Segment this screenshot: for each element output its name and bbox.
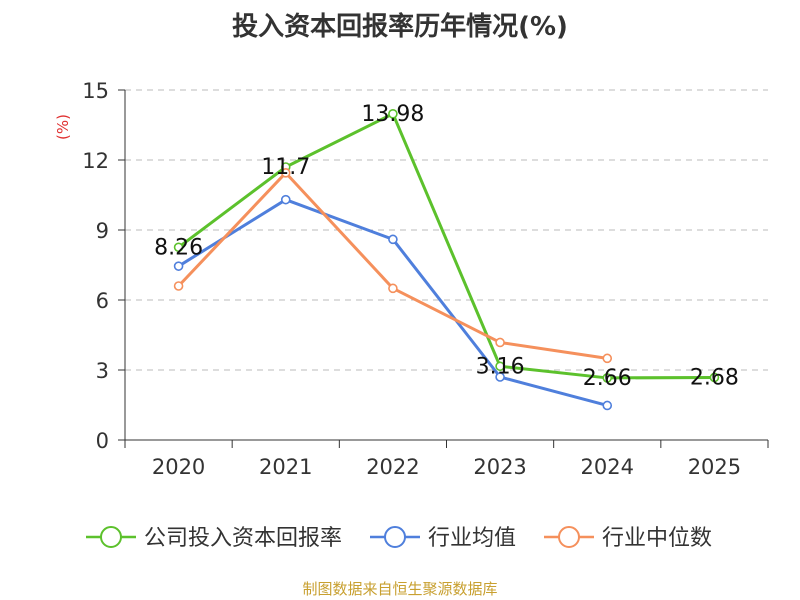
data-point: [388, 234, 398, 245]
data-label: 2.66: [583, 366, 632, 391]
axes: 0 3 6 9 12 15 2020 2021 2022 2023 2024 2025 (%): [54, 79, 769, 479]
x-tick-label: 2025: [688, 455, 741, 479]
chart-title: 投入资本回报率历年情况(%): [232, 12, 568, 42]
y-tick-label: 15: [82, 79, 109, 103]
data-point: [280, 194, 291, 205]
y-tick-label: 6: [96, 289, 109, 313]
data-point: [602, 353, 613, 364]
y-tick-label: 12: [82, 149, 109, 173]
data-point: [388, 109, 398, 119]
data-point: [280, 168, 291, 178]
data-point: [709, 372, 720, 383]
y-axis-label: (%): [54, 114, 72, 140]
legend-label: 行业中位数: [602, 526, 712, 551]
series-lines: [173, 109, 720, 411]
source-footer: 制图数据来自恒生聚源数据库: [302, 580, 498, 598]
legend-item-1[interactable]: 行业均值: [370, 526, 516, 551]
data-point: [602, 400, 613, 411]
legend-marker: [558, 526, 580, 548]
x-tick-label: 2020: [152, 455, 205, 479]
data-labels: 8.26 11.7 13.98 3.16 2.66 2.68: [154, 102, 739, 391]
legend-item-0[interactable]: 公司投入资本回报率: [86, 526, 342, 551]
data-point: [495, 361, 505, 372]
data-label: 2.68: [690, 365, 739, 390]
data-point: [388, 283, 398, 294]
series-line-1: [177, 198, 608, 407]
y-tick-label: 0: [96, 429, 109, 453]
data-label: 11.7: [261, 155, 310, 180]
x-tick-label: 2021: [259, 455, 312, 479]
legend-label: 公司投入资本回报率: [144, 526, 342, 551]
legend-label: 行业均值: [428, 526, 516, 551]
data-point: [495, 372, 505, 382]
data-label: 3.16: [476, 354, 525, 379]
y-tick-label: 9: [96, 219, 109, 243]
series-line-0: [177, 112, 715, 380]
data-point: [173, 242, 184, 253]
x-tick-label: 2024: [581, 455, 634, 479]
legend-item-2[interactable]: 行业中位数: [544, 526, 712, 551]
legend-marker: [100, 526, 122, 548]
y-tick-label: 3: [96, 359, 109, 383]
data-point: [173, 261, 184, 271]
x-tick-label: 2023: [473, 455, 526, 479]
x-tick-label: 2022: [366, 455, 419, 479]
data-label: 8.26: [154, 235, 203, 260]
grid-lines: [125, 89, 768, 371]
data-point: [602, 373, 613, 383]
data-label: 13.98: [361, 102, 424, 127]
data-point: [173, 281, 184, 291]
data-point: [495, 337, 505, 348]
legend: 公司投入资本回报率 行业均值 行业中位数: [86, 526, 712, 551]
legend-marker: [384, 526, 406, 548]
